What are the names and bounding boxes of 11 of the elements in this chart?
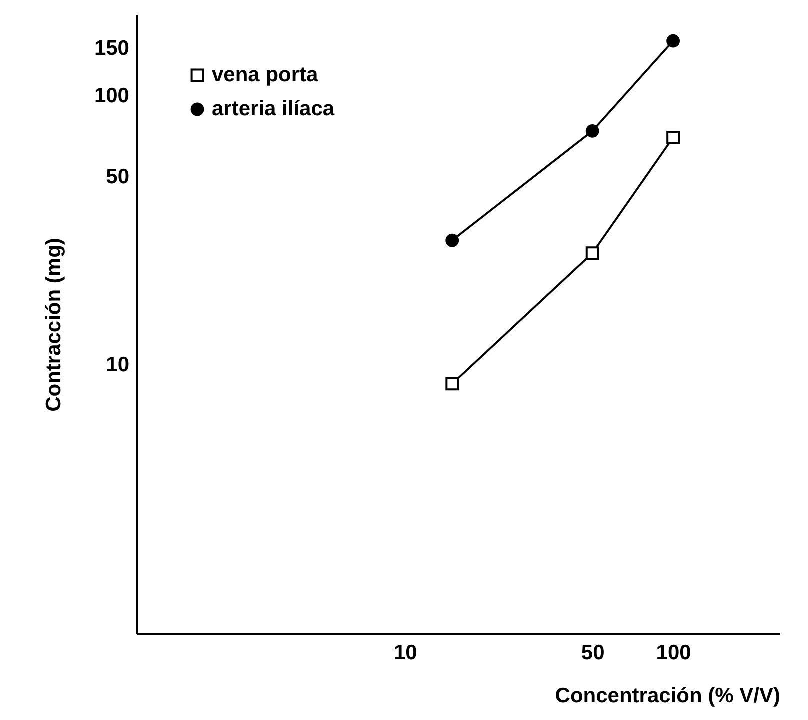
x-tick-label: 50	[581, 642, 605, 664]
y-tick-label: 10	[106, 353, 130, 376]
y-tick-label: 150	[94, 37, 130, 60]
x-tick-label: 100	[656, 642, 692, 664]
y-axis-title: Contracción (mg)	[42, 238, 66, 412]
legend-label: arteria ilíaca	[212, 98, 335, 120]
y-tick-label: 50	[106, 165, 130, 188]
y-tick-label: 100	[94, 84, 130, 108]
x-axis-title: Concentración (% V/V)	[555, 684, 780, 708]
x-tick-label: 10	[394, 642, 418, 664]
legend-label: vena porta	[212, 64, 319, 86]
